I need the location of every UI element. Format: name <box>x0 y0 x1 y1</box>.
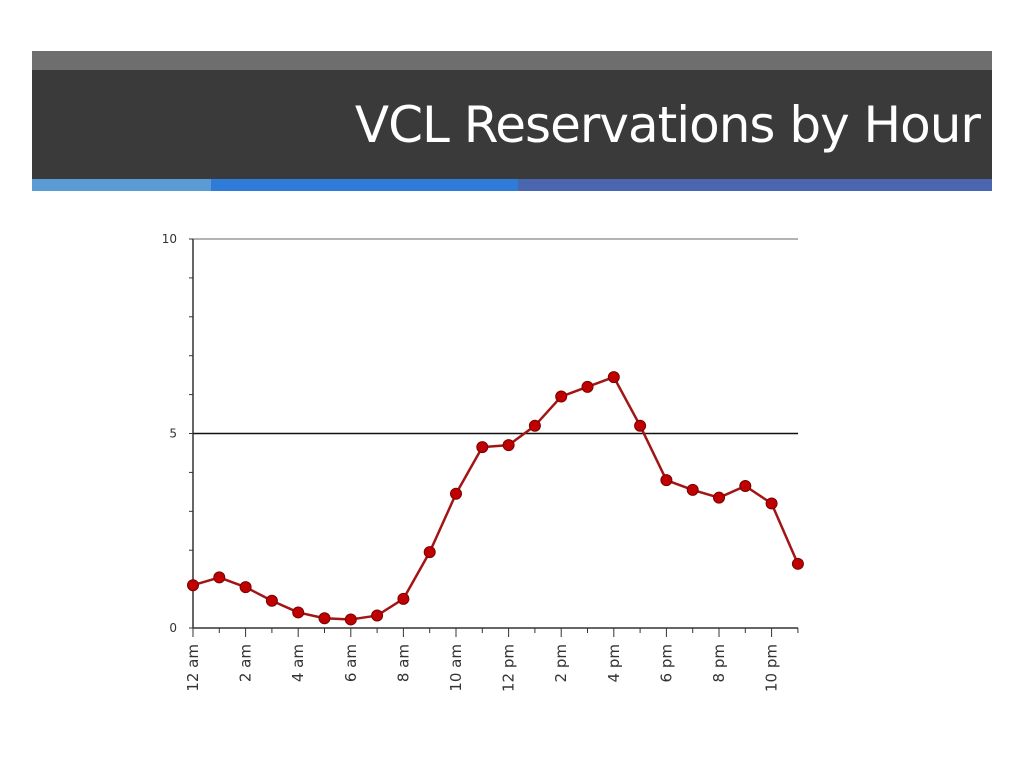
data-point <box>739 480 752 493</box>
x-tick-label: 6 pm <box>657 644 675 682</box>
data-point <box>292 606 305 619</box>
data-point <box>450 487 462 500</box>
data-point <box>187 579 199 592</box>
x-tick-label: 2 pm <box>552 644 570 682</box>
data-point <box>213 571 226 584</box>
reservations-line-chart: 0 5 10 12 am 2 am 4 am 6 am 8 am 10 am 12 pm 2 pm 4… <box>162 232 804 692</box>
accent-bar <box>32 179 992 191</box>
x-tick-label: 4 am <box>289 644 307 682</box>
data-point <box>239 581 252 594</box>
title-bar: VCL Reservations by Hour <box>32 51 992 179</box>
data-point <box>371 609 384 622</box>
data-point <box>660 474 673 487</box>
x-tick-label: 12 am <box>184 644 202 692</box>
x-tick-label: 10 pm <box>763 644 781 692</box>
data-point <box>791 557 804 570</box>
data-point <box>607 371 620 384</box>
data-point <box>344 613 357 626</box>
data-point <box>686 483 699 496</box>
x-tick-label: 6 am <box>342 644 360 682</box>
data-point <box>318 612 331 625</box>
data-point <box>423 546 436 559</box>
title-bar-top-strip <box>32 51 992 70</box>
accent-segment-blue <box>211 179 518 191</box>
data-point <box>555 390 568 403</box>
x-tick-label: 8 am <box>394 644 412 682</box>
data-point <box>528 419 541 432</box>
series-line <box>192 375 800 621</box>
data-point <box>502 439 515 452</box>
x-tick-label: 12 pm <box>500 644 518 692</box>
x-tick-label: 10 am <box>447 644 465 692</box>
data-point <box>765 497 778 510</box>
slide-title: VCL Reservations by Hour <box>354 96 981 154</box>
accent-segment-indigo <box>518 179 992 191</box>
y-tick-label: 5 <box>169 427 177 441</box>
accent-segment-light-blue <box>32 179 211 191</box>
data-point <box>713 491 725 504</box>
y-tick-label: 10 <box>162 232 177 246</box>
x-tick-label: 8 pm <box>710 644 728 682</box>
data-point <box>476 441 489 454</box>
data-point <box>581 380 594 393</box>
x-tick-label: 2 am <box>237 644 255 682</box>
data-point <box>634 419 647 432</box>
data-point <box>397 592 410 605</box>
y-tick-label: 0 <box>169 621 177 635</box>
data-point <box>265 594 278 607</box>
x-tick-label: 4 pm <box>605 644 623 682</box>
